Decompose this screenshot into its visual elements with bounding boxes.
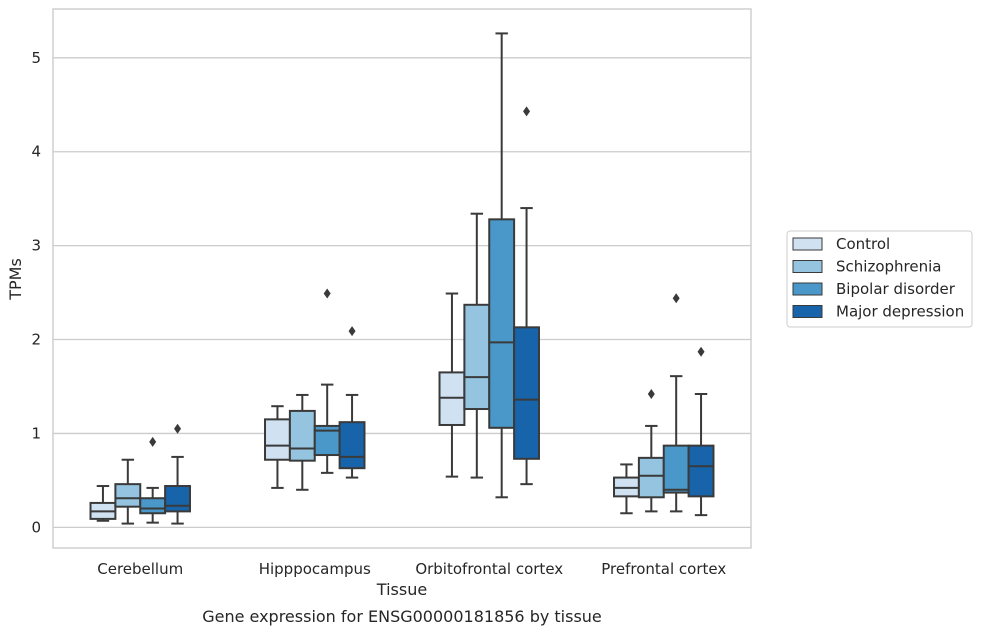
outlier-point (647, 389, 655, 399)
y-tick-label: 2 (31, 331, 41, 349)
box-body (463, 303, 491, 411)
x-tick-label: Cerebellum (97, 560, 183, 578)
legend-swatch (792, 305, 823, 318)
box-body (488, 218, 516, 429)
y-axis-label: TPMs (6, 258, 25, 301)
box-body (114, 483, 142, 508)
box-body (338, 421, 366, 470)
legend-swatch (792, 282, 823, 296)
chart-caption: Gene expression for ENSG00000181856 by t… (202, 607, 602, 626)
box-body (164, 485, 191, 513)
outlier-point (523, 106, 531, 117)
box-body (513, 326, 540, 460)
legend-label: Schizophrenia (836, 258, 941, 276)
x-tick-label: Hipppocampus (259, 560, 371, 578)
y-tick-label: 3 (31, 237, 41, 255)
x-axis-ticks: Cerebellum Hipppocampus Orbitofrontal cort… (97, 560, 726, 578)
box-bipolar-disorder (662, 293, 690, 513)
grid-lines (53, 57, 751, 528)
box-schizophrenia (288, 393, 316, 491)
box-major-depression (338, 326, 366, 479)
box-schizophrenia (463, 212, 491, 479)
y-axis-ticks: 0 1 2 3 4 5 (31, 49, 41, 537)
y-tick-label: 0 (31, 518, 41, 536)
box-control (89, 485, 117, 522)
outlier-point (672, 293, 680, 304)
y-tick-label: 4 (31, 143, 41, 161)
legend-swatch (792, 260, 823, 273)
plot-area (53, 9, 751, 548)
box-body (288, 409, 316, 462)
legend-label: Major depression (836, 303, 964, 321)
box-body (264, 418, 291, 461)
outlier-point (348, 326, 356, 337)
x-tick-label: Orbitofrontal cortex (415, 560, 563, 578)
box-major-depression (687, 346, 715, 517)
legend-label: Bipolar disorder (836, 280, 956, 298)
box-body (637, 456, 665, 499)
legend-frame (786, 230, 973, 328)
x-axis-label: Tissue (376, 580, 427, 599)
box-body (662, 444, 690, 494)
outlier-point (323, 288, 331, 299)
box-bipolar-disorder (313, 288, 341, 474)
box-control (613, 463, 640, 515)
box-groups (89, 32, 715, 525)
legend-label: Control (836, 235, 890, 253)
box-major-depression (164, 423, 191, 525)
x-tick-label: Prefrontal cortex (601, 560, 726, 578)
plot-frame (52, 8, 752, 549)
box-body (687, 444, 715, 498)
y-tick-label: 1 (31, 424, 41, 442)
box-major-depression (513, 106, 540, 486)
outlier-point (697, 346, 705, 357)
legend: Control Schizophrenia Bipolar disorder Majo… (786, 230, 973, 328)
box-control (438, 292, 466, 478)
box-body (139, 497, 167, 515)
outlier-point (174, 423, 182, 434)
box-schizophrenia (114, 458, 142, 525)
box-bipolar-disorder (488, 32, 516, 499)
legend-swatch (792, 237, 823, 251)
outlier-point (149, 436, 157, 447)
y-tick-label: 5 (31, 49, 41, 67)
